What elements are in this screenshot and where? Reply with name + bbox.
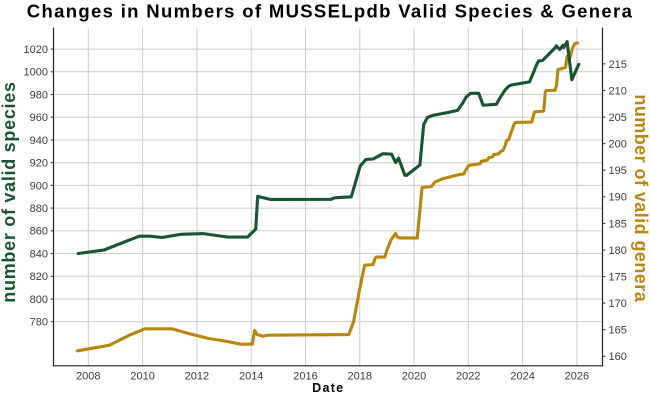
- svg-text:800: 800: [30, 294, 48, 306]
- svg-text:Changes in Numbers of MUSSELpd: Changes in Numbers of MUSSELpdb Valid Sp…: [27, 1, 633, 22]
- svg-text:185: 185: [609, 218, 627, 230]
- svg-text:2012: 2012: [185, 371, 209, 383]
- svg-text:200: 200: [609, 139, 627, 151]
- svg-text:940: 940: [30, 135, 48, 147]
- svg-text:2008: 2008: [76, 371, 100, 383]
- svg-text:1000: 1000: [24, 67, 48, 79]
- svg-text:160: 160: [609, 351, 627, 363]
- svg-text:840: 840: [30, 248, 48, 260]
- svg-text:960: 960: [30, 112, 48, 124]
- svg-text:175: 175: [609, 272, 627, 284]
- svg-text:2010: 2010: [130, 371, 154, 383]
- svg-text:2026: 2026: [565, 371, 589, 383]
- svg-text:215: 215: [609, 59, 627, 71]
- svg-text:195: 195: [609, 165, 627, 177]
- svg-text:1020: 1020: [24, 44, 48, 56]
- svg-text:205: 205: [609, 112, 627, 124]
- svg-text:number of valid genera: number of valid genera: [631, 94, 650, 302]
- svg-text:780: 780: [30, 317, 48, 329]
- svg-text:2016: 2016: [293, 371, 317, 383]
- svg-text:920: 920: [30, 158, 48, 170]
- svg-text:2018: 2018: [348, 371, 372, 383]
- svg-text:190: 190: [609, 192, 627, 204]
- svg-text:Date: Date: [312, 381, 344, 395]
- svg-text:2024: 2024: [510, 371, 534, 383]
- svg-text:170: 170: [609, 298, 627, 310]
- svg-text:2022: 2022: [456, 371, 480, 383]
- svg-text:number of valid species: number of valid species: [0, 81, 19, 302]
- svg-text:165: 165: [609, 325, 627, 337]
- svg-text:2020: 2020: [402, 371, 426, 383]
- svg-text:820: 820: [30, 271, 48, 283]
- svg-text:860: 860: [30, 226, 48, 238]
- svg-text:900: 900: [30, 180, 48, 192]
- svg-text:980: 980: [30, 89, 48, 101]
- svg-text:2014: 2014: [239, 371, 263, 383]
- svg-text:880: 880: [30, 203, 48, 215]
- svg-text:180: 180: [609, 245, 627, 257]
- svg-text:210: 210: [609, 85, 627, 97]
